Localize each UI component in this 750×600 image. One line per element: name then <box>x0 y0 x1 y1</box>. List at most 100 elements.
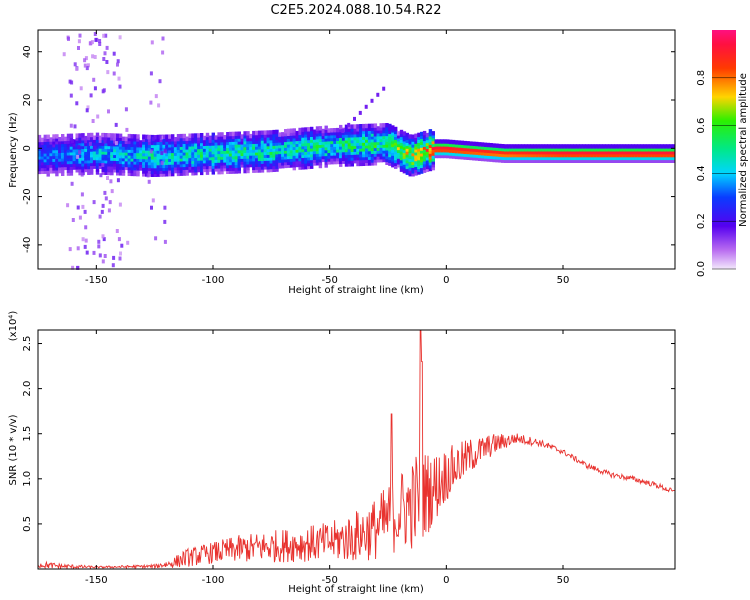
spectrogram-cell <box>142 172 146 177</box>
spectrogram-cell <box>107 150 111 155</box>
spectrogram-cell <box>365 152 369 158</box>
spectrogram-cell <box>324 160 328 165</box>
spectrogram-cell <box>457 154 462 160</box>
spectrogram-cell <box>43 149 47 154</box>
spectrogram-cell <box>257 156 262 162</box>
spectrogram-cell <box>524 152 528 158</box>
spectrogram-cell <box>388 149 392 155</box>
spectrogram-cell <box>422 157 427 162</box>
spectrogram-cell <box>402 163 407 168</box>
spectrogram-cell <box>353 127 357 132</box>
spectrogram-cell <box>405 147 409 152</box>
spectrogram-cell <box>451 145 456 151</box>
spectrogram-cell <box>223 137 227 143</box>
spectrogram-cell <box>561 147 566 152</box>
spectrogram-cell <box>272 147 276 152</box>
spectrogram-cell <box>205 170 210 175</box>
spectrogram-cell <box>495 152 499 157</box>
spectrogram-cell <box>104 164 108 170</box>
spectrogram-cell <box>362 132 366 137</box>
spectrogram-cell <box>292 137 296 142</box>
spectrogram-cell <box>333 136 337 142</box>
spectrogram-cell <box>362 150 366 155</box>
spectrogram-cell <box>466 144 470 149</box>
spectrogram-cell <box>234 163 239 168</box>
spectrogram-cell <box>402 148 407 154</box>
spectrogram-cell <box>69 142 74 147</box>
spectrogram-cell <box>153 152 158 157</box>
spectrogram-cell <box>95 164 100 169</box>
spectrogram-cell <box>460 152 464 157</box>
spectrogram-noise-cell <box>110 189 114 194</box>
spectrogram-cell <box>394 135 398 140</box>
spectrogram-noise-cell <box>108 200 112 205</box>
spectrogram-cell <box>301 153 305 158</box>
spectrogram-cell <box>564 158 569 163</box>
spectrogram-cell <box>579 144 583 149</box>
spectrogram-cell <box>341 153 346 159</box>
spectrogram-cell <box>341 159 346 164</box>
spectrogram-cell <box>434 148 438 153</box>
spectrogram-cell <box>194 165 198 170</box>
spectrogram-noise-cell <box>102 237 106 242</box>
spectrogram-cell <box>367 129 372 134</box>
spectrogram-cell <box>399 167 404 172</box>
spectrogram-cell <box>286 149 291 154</box>
spectrogram-noise-cell <box>78 150 82 155</box>
spectrogram-cell <box>379 155 383 160</box>
spectrogram-noise-cell <box>79 86 83 91</box>
spectrogram-cell <box>596 144 601 149</box>
spectrogram-cell <box>153 158 158 163</box>
spectrogram-cell <box>573 147 577 152</box>
spectrogram-cell <box>570 152 574 158</box>
spectrogram-cell <box>179 171 184 176</box>
spectrogram-cell <box>628 155 632 161</box>
spectrogram-cell <box>171 145 175 151</box>
spectrogram-cell <box>307 161 311 167</box>
spectrogram-cell <box>156 169 160 174</box>
spectrogram-cell <box>420 149 424 154</box>
spectrogram-cell <box>460 140 464 145</box>
spectrogram-cell <box>394 132 398 137</box>
spectrogram-cell <box>339 153 343 159</box>
spectrogram-cell <box>284 140 288 145</box>
spectrogram-cell <box>367 126 372 131</box>
spectrogram-cell <box>590 158 595 163</box>
spectrogram-cell <box>90 153 94 158</box>
spectrogram-cell <box>489 154 493 159</box>
spectrogram-cell <box>127 148 131 153</box>
spectrogram-cell <box>63 165 68 171</box>
spectrogram-cell <box>388 152 392 158</box>
spectrogram-cell <box>295 159 299 165</box>
spectrogram-cell <box>391 128 395 133</box>
spectrogram-cell <box>547 147 551 152</box>
spectrogram-cell <box>344 144 349 150</box>
spectrogram-cell <box>255 133 259 139</box>
spectrogram-cell <box>425 161 430 167</box>
spectrogram-cell <box>156 137 160 143</box>
spectrogram-cell <box>46 169 50 174</box>
spectrogram-cell <box>275 152 279 158</box>
spectrogram-cell <box>147 160 152 166</box>
spectrogram-cell <box>376 126 380 131</box>
spectrogram-cell <box>428 161 433 166</box>
spectrogram-cell <box>266 162 270 167</box>
spectrogram-cell <box>252 162 256 168</box>
spectrogram-cell <box>579 147 583 152</box>
spectrogram-cell <box>37 161 42 166</box>
spectrogram-noise-cell <box>116 178 120 183</box>
spectrogram-cell <box>422 139 427 144</box>
spectrogram-cell <box>480 156 485 162</box>
spectrogram-cell <box>118 165 123 170</box>
spectrogram-cell <box>391 157 395 162</box>
spectrogram-cell <box>153 166 158 172</box>
spectrogram-cell <box>286 137 291 142</box>
spectrogram-cell <box>118 171 123 176</box>
spectrogram-cell <box>69 156 74 162</box>
spectrogram-cell <box>284 137 288 143</box>
spectrogram-cell <box>234 146 239 151</box>
spectrogram-cell <box>200 170 204 176</box>
spectrogram-cell <box>411 140 415 145</box>
spectrogram-cell <box>58 160 62 165</box>
spectrogram-cell <box>98 155 103 161</box>
